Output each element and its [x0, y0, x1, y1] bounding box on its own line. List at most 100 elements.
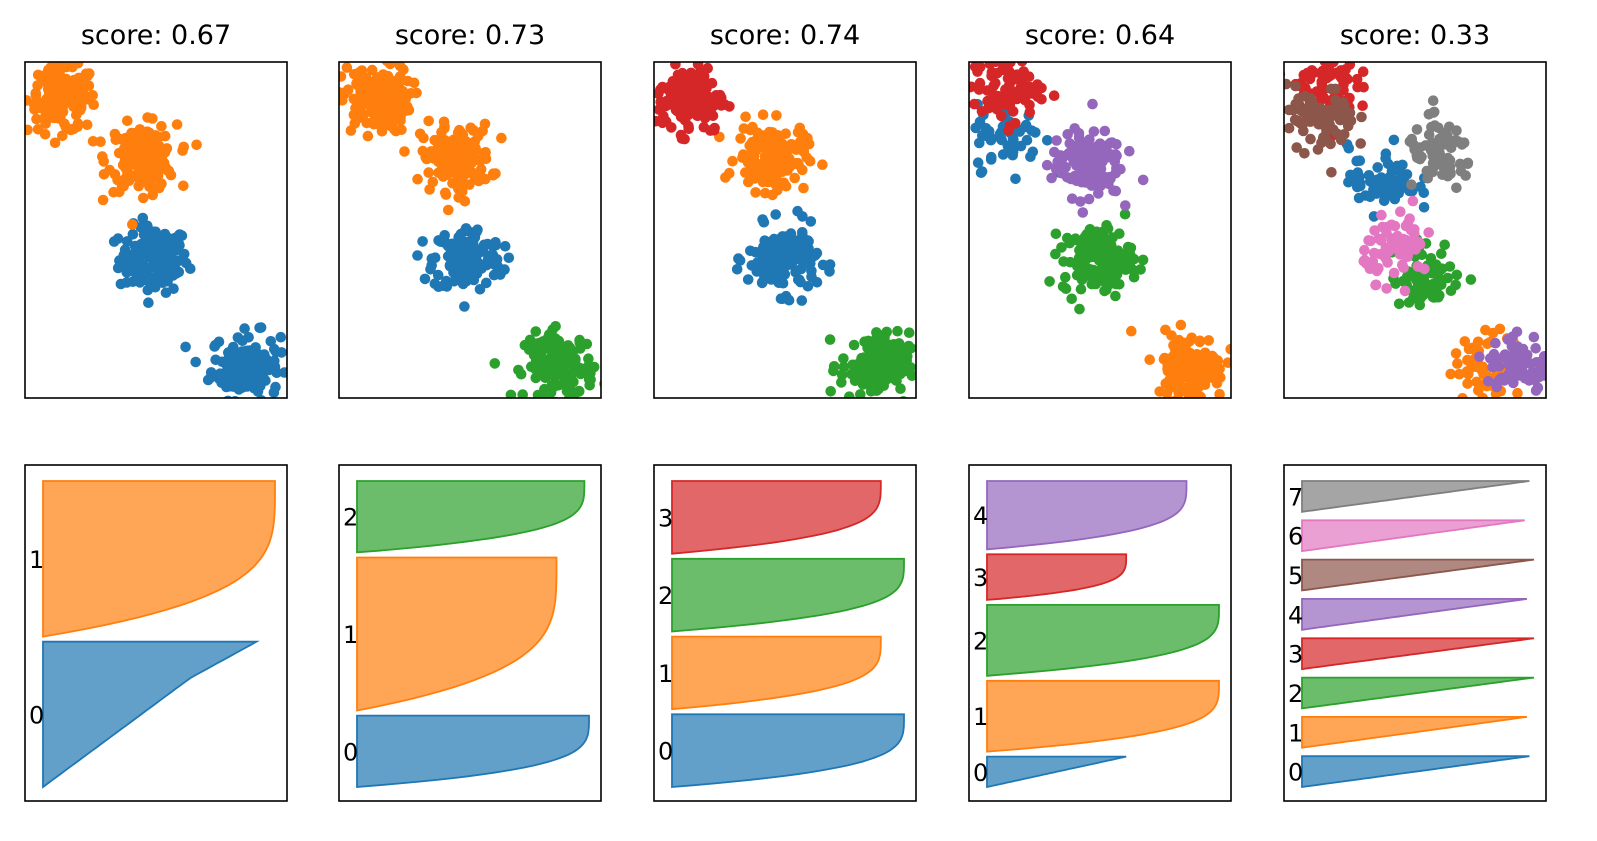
scatter-point-cluster-3 — [990, 45, 1001, 56]
scatter-point-cluster-0 — [453, 254, 464, 265]
scatter-point-cluster-2 — [583, 353, 594, 365]
scatter-point-cluster-3 — [677, 112, 689, 123]
scatter-point-cluster-5 — [1325, 104, 1337, 116]
scatter-point-cluster-0 — [802, 235, 814, 246]
scatter-point-cluster-0 — [1385, 172, 1396, 183]
scatter-point-cluster-0 — [783, 294, 795, 306]
scatter-point-cluster-0 — [244, 367, 255, 379]
scatter-point-cluster-0 — [1371, 188, 1382, 199]
scatter-point-cluster-1 — [113, 147, 125, 159]
scatter-point-cluster-4 — [1094, 177, 1106, 188]
scatter-point-cluster-1 — [1174, 345, 1185, 357]
scatter-point-cluster-1 — [1198, 358, 1210, 370]
scatter-point-cluster-6 — [1375, 235, 1387, 246]
scatter-point-cluster-1 — [122, 115, 133, 127]
scatter-point-cluster-1 — [487, 170, 499, 181]
scatter-point-cluster-0 — [1384, 182, 1396, 194]
scatter-point-cluster-1 — [418, 132, 429, 144]
scatter-point-cluster-3 — [976, 106, 988, 117]
scatter-point-cluster-1 — [97, 194, 109, 206]
scatter-point-cluster-4 — [1087, 98, 1098, 110]
scatter-point-cluster-5 — [1324, 113, 1335, 124]
scatter-point-cluster-0 — [270, 346, 282, 358]
silhouette-band-6 — [1301, 519, 1525, 553]
scatter-point-cluster-5 — [1326, 83, 1337, 95]
scatter-point-cluster-3 — [643, 64, 654, 75]
scatter-point-cluster-7 — [1434, 134, 1446, 146]
scatter-point-cluster-1 — [1189, 387, 1201, 398]
scatter-point-cluster-3 — [1002, 73, 1014, 84]
scatter-point-cluster-0 — [265, 336, 277, 347]
scatter-point-cluster-5 — [1339, 129, 1350, 140]
scatter-point-cluster-0 — [757, 276, 768, 288]
scatter-point-cluster-2 — [1451, 269, 1463, 281]
scatter-point-cluster-6 — [1382, 221, 1393, 233]
scatter-point-cluster-3 — [657, 99, 669, 110]
scatter-point-cluster-1 — [769, 178, 780, 189]
scatter-point-cluster-3 — [1020, 84, 1032, 95]
scatter-point-cluster-5 — [1356, 111, 1367, 123]
scatter-point-cluster-1 — [1450, 348, 1462, 359]
scatter-point-cluster-4 — [1490, 337, 1501, 349]
scatter-point-cluster-0 — [160, 287, 172, 299]
scatter-point-cluster-3 — [665, 88, 677, 100]
scatter-point-cluster-0 — [805, 216, 817, 227]
scatter-point-cluster-7 — [1437, 169, 1448, 180]
scatter-point-cluster-2 — [1450, 279, 1461, 291]
scatter-point-cluster-1 — [1485, 412, 1496, 423]
scatter-point-cluster-2 — [855, 389, 866, 398]
scatter-point-cluster-2 — [1127, 264, 1139, 276]
scatter-point-cluster-4 — [1083, 193, 1095, 205]
scatter-point-cluster-3 — [716, 100, 727, 111]
scatter-point-cluster-1 — [1159, 352, 1170, 364]
scatter-point-cluster-2 — [1390, 278, 1401, 289]
scatter-point-cluster-5 — [1314, 102, 1325, 114]
scatter-point-cluster-1 — [817, 159, 828, 170]
scatter-title-1: score: 0.67 — [81, 20, 231, 51]
scatter-point-cluster-3 — [654, 100, 655, 105]
scatter-point-cluster-2 — [905, 362, 916, 373]
scatter-point-cluster-3 — [1351, 73, 1363, 85]
scatter-point-cluster-1 — [156, 121, 167, 132]
scatter-point-cluster-1 — [780, 128, 791, 139]
silhouette-frame — [338, 464, 602, 802]
scatter-point-cluster-2 — [824, 334, 836, 345]
scatter-point-cluster-2 — [861, 378, 872, 390]
scatter-point-cluster-2 — [848, 339, 860, 351]
scatter-point-cluster-0 — [1351, 169, 1362, 180]
silhouette-band-2 — [356, 480, 586, 554]
scatter-point-cluster-6 — [1388, 243, 1400, 254]
scatter-point-cluster-1 — [457, 154, 469, 165]
scatter-point-cluster-2 — [1044, 276, 1055, 287]
scatter-point-cluster-1 — [1203, 335, 1214, 346]
scatter-point-cluster-0 — [448, 276, 460, 287]
scatter-point-cluster-1 — [771, 110, 782, 121]
silhouette-band-0 — [1301, 755, 1530, 789]
scatter-point-cluster-1 — [1160, 324, 1171, 336]
scatter-point-cluster-7 — [1414, 153, 1426, 165]
scatter-point-cluster-0 — [1025, 151, 1036, 162]
scatter-point-cluster-1 — [1154, 386, 1165, 397]
scatter-point-cluster-2 — [869, 373, 880, 385]
scatter-point-cluster-2 — [836, 369, 848, 381]
scatter-point-cluster-3 — [1007, 86, 1019, 97]
scatter-point-cluster-4 — [1474, 351, 1485, 363]
scatter-point-cluster-1 — [431, 154, 442, 165]
scatter-point-cluster-0 — [442, 240, 454, 252]
scatter-frame — [338, 61, 602, 399]
scatter-point-cluster-0 — [429, 278, 441, 290]
scatter-point-cluster-4 — [1509, 346, 1520, 357]
scatter-point-cluster-3 — [1024, 99, 1035, 111]
scatter-point-cluster-1 — [43, 64, 54, 76]
scatter-point-cluster-2 — [1099, 249, 1111, 260]
scatter-point-cluster-1 — [451, 170, 463, 181]
scatter-point-cluster-2 — [532, 409, 543, 420]
scatter-point-cluster-1 — [42, 83, 54, 95]
scatter-point-cluster-0 — [791, 253, 802, 265]
scatter-point-cluster-1 — [350, 102, 361, 114]
silhouette-frame — [1283, 464, 1547, 802]
scatter-point-cluster-7 — [1454, 158, 1466, 170]
scatter-point-cluster-1 — [403, 104, 415, 116]
scatter-point-cluster-1 — [1175, 319, 1187, 331]
scatter-point-cluster-3 — [655, 84, 666, 95]
